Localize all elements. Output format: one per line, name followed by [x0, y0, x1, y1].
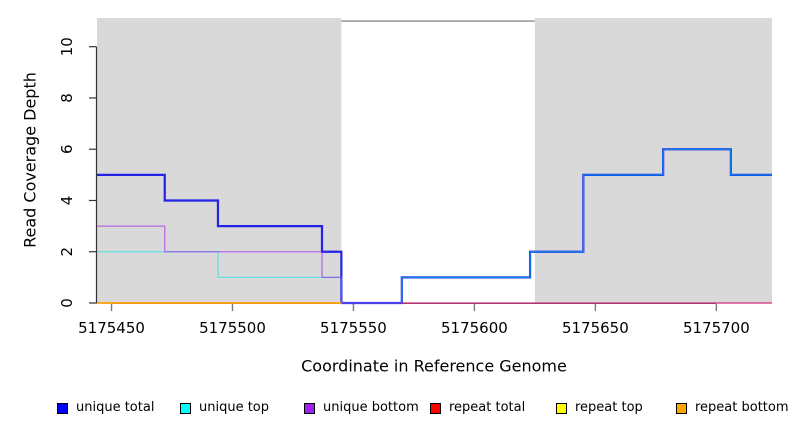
- x-tick-label: 5175600: [441, 319, 508, 337]
- series-line-unique-top: [97, 148, 772, 304]
- left-shaded-region: [97, 18, 342, 303]
- x-axis-title: Coordinate in Reference Genome: [301, 356, 567, 376]
- y-tick-label: 10: [58, 37, 76, 56]
- x-tick-label: 5175700: [683, 319, 750, 337]
- y-tick-label: 8: [58, 93, 76, 103]
- y-tick-label: 4: [58, 196, 76, 206]
- x-tick-label: 5175450: [78, 319, 145, 337]
- x-tick-label: 5175650: [562, 319, 629, 337]
- y-tick-label: 6: [58, 144, 76, 154]
- x-tick-label: 5175550: [320, 319, 387, 337]
- y-axis-title: Read Coverage Depth: [20, 72, 40, 248]
- x-tick-label: 5175500: [199, 319, 266, 337]
- right-shaded-region: [534, 18, 772, 303]
- y-tick-label: 2: [58, 247, 76, 257]
- y-tick-label: 0: [58, 298, 76, 308]
- series-line-unique-bottom: [97, 225, 772, 304]
